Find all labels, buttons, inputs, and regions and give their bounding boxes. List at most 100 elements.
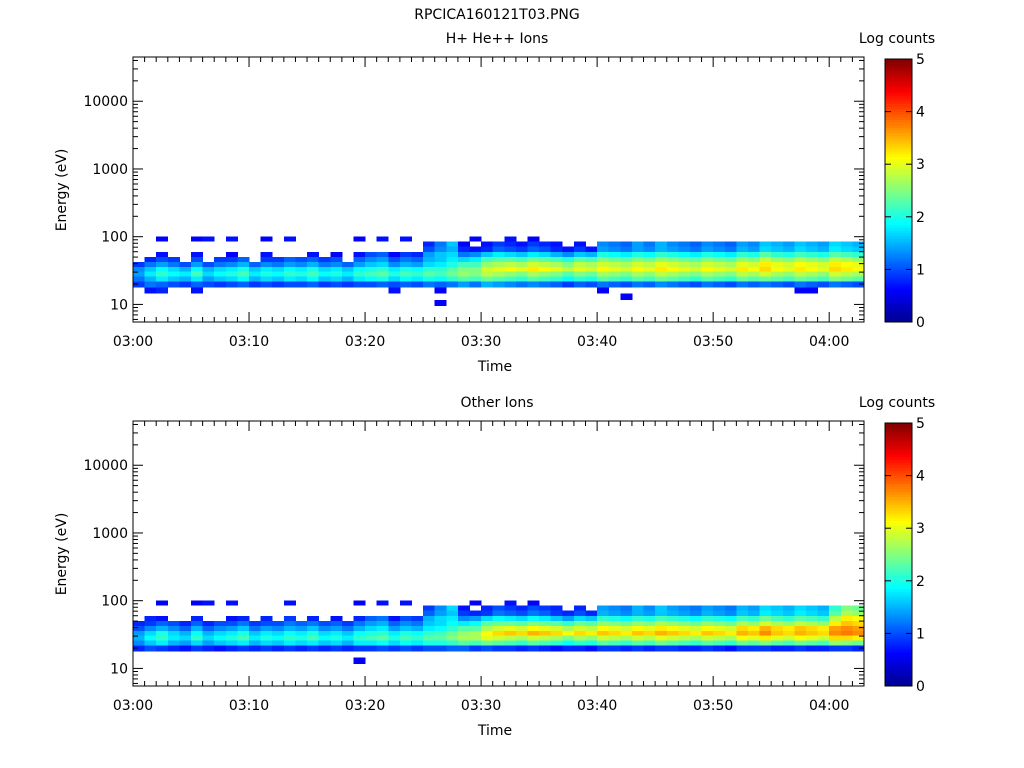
colorbar-segment — [885, 174, 912, 178]
heatmap-cell — [318, 640, 331, 646]
heatmap-cell — [469, 276, 482, 282]
heatmap-cell — [666, 630, 679, 636]
heatmap-cell — [225, 615, 238, 621]
heatmap-cell — [562, 610, 575, 616]
heatmap-cell — [829, 266, 842, 272]
heatmap-cell — [492, 635, 505, 641]
heatmap-cell — [713, 635, 726, 641]
heatmap-cell — [655, 630, 668, 636]
heatmap-cell — [805, 615, 818, 621]
heatmap-cell — [666, 251, 679, 257]
x-tick-label: 03:30 — [461, 698, 501, 714]
colorbar-segment — [885, 622, 912, 627]
heatmap-cell — [759, 241, 772, 247]
heatmap-cell — [399, 271, 412, 277]
colorbar-segment — [885, 659, 912, 663]
heatmap-cell — [852, 276, 865, 282]
heatmap-cell — [747, 276, 760, 282]
heatmap-cell — [295, 276, 308, 282]
heatmap-cell — [527, 605, 540, 611]
heatmap-cell — [249, 271, 262, 277]
heatmap-cell — [794, 281, 807, 288]
heatmap-cell — [341, 640, 354, 646]
heatmap-cell — [260, 261, 273, 267]
heatmap-cell — [492, 605, 505, 611]
colorbar-segment — [885, 319, 912, 323]
heatmap-cell — [829, 605, 842, 611]
heatmap-cell — [330, 630, 343, 636]
heatmap-cell — [133, 620, 145, 626]
heatmap-cell — [411, 251, 424, 257]
heatmap-cell — [469, 645, 482, 652]
heatmap-cell — [794, 625, 807, 631]
heatmap-cell — [214, 635, 227, 641]
heatmap-cell — [504, 271, 517, 277]
heatmap-cell — [481, 246, 494, 252]
heatmap-cell — [771, 271, 784, 277]
heatmap-cell — [724, 615, 737, 621]
colorbar-segment — [885, 675, 912, 679]
colorbar-segment — [885, 580, 912, 584]
heatmap-cell — [515, 241, 528, 247]
heatmap-cell — [492, 271, 505, 277]
y-tick-label: 1000 — [92, 526, 128, 542]
heatmap-cell — [562, 251, 575, 257]
colorbar-segment — [885, 567, 912, 571]
heatmap-cell — [643, 256, 656, 262]
heatmap-cell — [156, 287, 169, 294]
heatmap-cell — [249, 635, 262, 641]
heatmap-cell — [481, 241, 494, 247]
heatmap-cell — [550, 630, 563, 636]
heatmap-cell — [747, 271, 760, 277]
heatmap-cell — [376, 266, 389, 272]
heatmap-cell — [539, 246, 552, 252]
heatmap-cell — [852, 630, 865, 636]
x-ticks: 03:00 03:10 03:20 03:30 03:40 03:50 04:00 — [113, 57, 865, 350]
colorbar-segment — [885, 470, 912, 474]
heatmap-cell — [794, 266, 807, 272]
heatmap-cell — [167, 261, 180, 267]
heatmap-cell — [539, 281, 552, 288]
colorbar-segment — [885, 208, 912, 213]
heatmap-cell — [573, 625, 586, 631]
heatmap-cell — [817, 625, 830, 631]
heatmap-cell — [156, 615, 169, 621]
heatmap-cell — [747, 610, 760, 616]
heatmap-cell — [249, 640, 262, 646]
heatmap-cell — [481, 276, 494, 282]
heatmap-cell — [631, 645, 644, 652]
heatmap-cell — [759, 251, 772, 257]
colorbar-segment — [885, 287, 912, 291]
heatmap-cell — [295, 266, 308, 272]
colorbar-segment — [885, 227, 912, 231]
heatmap-cell — [736, 256, 749, 262]
colorbar-tick-label: 1 — [916, 626, 925, 642]
heatmap-cell — [179, 630, 192, 636]
colorbar-segment — [885, 95, 912, 99]
heatmap-cell — [515, 625, 528, 631]
heatmap-cell — [701, 640, 714, 646]
heatmap-cell — [597, 266, 610, 272]
heatmap-cell — [585, 620, 598, 626]
heatmap-cell — [434, 620, 447, 626]
heatmap-cell — [353, 620, 366, 626]
heatmap-cell — [655, 605, 668, 611]
heatmap-cell — [214, 271, 227, 277]
heatmap-cell — [527, 246, 540, 252]
heatmap-cell — [167, 645, 180, 652]
colorbar-segment — [885, 551, 912, 555]
heatmap-cell — [515, 256, 528, 262]
heatmap-cell — [631, 241, 644, 247]
heatmap-cell — [527, 276, 540, 282]
heatmap-cell — [446, 625, 459, 631]
colorbar-segment — [885, 151, 912, 155]
heatmap-cell — [713, 266, 726, 272]
heatmap-cell — [759, 246, 772, 252]
heatmap-cell — [399, 261, 412, 267]
heatmap-cell — [759, 266, 772, 272]
colorbar-segment — [885, 158, 912, 163]
heatmap-cell — [388, 281, 401, 288]
heatmap-cell — [237, 620, 250, 626]
heatmap-cell — [330, 625, 343, 631]
heatmap-cell — [457, 635, 470, 641]
